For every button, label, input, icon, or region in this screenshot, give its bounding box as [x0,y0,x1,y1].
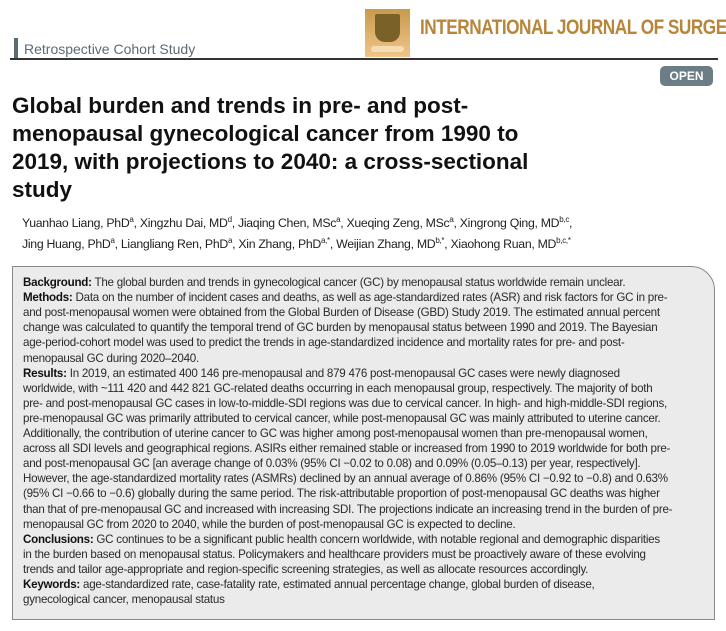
keywords-line: Keywords: age-standardized rate, case-fa… [23,578,595,591]
abstract-line: Background: The global burden and trends… [23,276,626,289]
keywords-text: gynecological cancer, menopausal status [23,593,225,606]
section-label: Background: [23,276,92,289]
abstract-line: Conclusions: GC continues to be a signif… [23,533,660,546]
abstract-line: trends and tailor age-appropriate and re… [23,563,588,576]
abstract-text: The global burden and trends in gynecolo… [91,276,626,289]
header-divider [10,58,718,60]
section-label: Conclusions: [23,532,94,546]
abstract-text: than that of pre-menopausal GC and incre… [23,502,673,516]
abstract-text: across all SDI levels and geographical r… [23,442,671,456]
abstract-text: Additionally, the contribution of uterin… [23,427,648,440]
keywords-text: age-standardized rate, case-fatality rat… [80,578,595,591]
title-line: menopausal gynecological cancer from 199… [12,121,519,146]
author-name: Xingzhu Dai, MD [139,216,228,231]
author-name: Xin Zhang, PhD [238,237,321,252]
abstract-line: and post-menopausal women were obtained … [23,306,660,319]
abstract-line: and post-menopausal GC [an average chang… [23,457,641,471]
author-affiliation: a,* [320,236,330,246]
author-affiliation: a [336,215,341,224]
abstract-text: menopausal GC during 2020–2040. [23,351,199,365]
abstract-line: than that of pre-menopausal GC and incre… [23,502,673,516]
author-affiliation: a [129,215,134,224]
abstract-line: menopausal GC from 2020 to 2040, while t… [23,517,516,531]
author-affiliation: a [449,215,454,224]
author-affiliation: b,* [435,236,445,246]
article-title: Global burden and trends in pre- and pos… [12,92,712,204]
abstract-text: Data on the number of incident cases and… [72,291,668,305]
author-name: Yuanhao Liang, PhD [22,216,130,231]
author-affiliation: b,c [559,215,570,224]
abstract-line: Results: In 2019, an estimated 400 146 p… [23,367,620,380]
author-name: Xiaohong Ruan, MD [450,237,557,252]
title-line: Global burden and trends in pre- and pos… [12,93,469,118]
abstract-line: change was calculated to quantify the te… [23,321,658,335]
article-type-label: Retrospective Cohort Study [14,38,195,58]
author-name: Xingrong Qing, MD [459,216,560,231]
abstract-line: across all SDI levels and geographical r… [23,442,670,455]
abstract-text: pre-menopausal GC was primarily attribut… [23,411,661,425]
abstract-line: in the burden based on menopausal status… [23,548,646,561]
author-affiliation: a [227,236,233,246]
abstract-text: and post-menopausal GC [an average chang… [23,457,641,471]
title-line: study [12,177,73,202]
abstract-line: (95% CI −0.66 to −0.6) globally during t… [23,487,660,500]
abstract-line: age-period-cohort model was used to pred… [23,336,625,350]
abstract-text: worldwide, with ~111 420 and 442 821 GC-… [23,381,653,395]
abstract-line: worldwide, with ~111 420 and 442 821 GC-… [23,381,653,395]
section-label: Results: [23,366,67,380]
abstract-line: However, the age-standardized mortality … [23,472,668,485]
journal-name: INTERNATIONAL JOURNAL OF SURGERY [420,16,726,39]
abstract-text: and post-menopausal women were obtained … [23,306,660,320]
keywords-label: Keywords: [23,578,81,591]
keywords-line: gynecological cancer, menopausal status [23,593,225,606]
author-affiliation: a [110,236,115,246]
section-label: Methods: [23,291,73,305]
abstract-text: pre- and post-menopausal GC cases in low… [23,396,667,410]
author-name: Jing Huang, PhD [22,237,111,252]
journal-logo [365,9,410,57]
author-list: Yuanhao Liang, PhDa, Xingzhu Dai, MDd, J… [22,211,572,253]
author-line: Yuanhao Liang, PhDa, Xingzhu Dai, MDd, J… [22,215,573,231]
abstract-line: pre- and post-menopausal GC cases in low… [23,397,667,410]
abstract-box: Background: The global burden and trends… [12,266,715,620]
abstract-line: Additionally, the contribution of uterin… [23,427,648,440]
abstract-line: menopausal GC during 2020–2040. [23,352,199,365]
abstract-text: change was calculated to quantify the te… [23,321,658,335]
abstract-text: trends and tailor age-appropriate and re… [23,562,589,576]
author-name: Xueqing Zeng, MSc [346,216,450,231]
title-line: 2019, with projections to 2040: a cross-… [12,149,529,174]
author-name: Weijian Zhang, MD [336,237,436,252]
abstract-text: GC continues to be a significant public … [93,532,660,546]
open-access-badge: OPEN [660,66,713,86]
author-line: Jing Huang, PhDa, Liangliang Ren, PhDa, … [22,236,571,252]
abstract-text: in the burden based on menopausal status… [23,547,646,561]
abstract-line: Methods: Data on the number of incident … [23,291,668,305]
author-name: Liangliang Ren, PhD [120,237,228,252]
abstract-text: (95% CI −0.66 to −0.6) globally during t… [23,487,660,501]
author-name: Jiaqing Chen, MSc [237,216,337,231]
abstract-line: pre-menopausal GC was primarily attribut… [23,412,661,425]
abstract-text: In 2019, an estimated 400 146 pre-menopa… [66,366,620,380]
abstract-text: However, the age-standardized mortality … [23,472,668,486]
author-affiliation: d [227,215,232,224]
abstract-text: age-period-cohort model was used to pred… [23,336,625,350]
abstract-text: menopausal GC from 2020 to 2040, while t… [23,517,516,531]
author-affiliation: b,c,* [556,236,571,246]
